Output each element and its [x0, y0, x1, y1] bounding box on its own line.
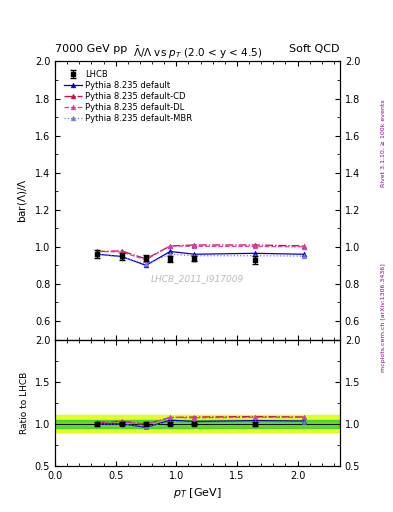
Pythia 8.235 default-CD: [192, 242, 197, 248]
Pythia 8.235 default-DL: [253, 243, 257, 249]
Pythia 8.235 default-CD: [168, 243, 173, 249]
Pythia 8.235 default-MBR: [168, 251, 173, 258]
Pythia 8.235 default: [143, 262, 148, 268]
Text: Rivet 3.1.10, ≥ 100k events: Rivet 3.1.10, ≥ 100k events: [381, 99, 386, 187]
Line: Pythia 8.235 default: Pythia 8.235 default: [95, 249, 306, 268]
Line: Pythia 8.235 default-DL: Pythia 8.235 default-DL: [95, 244, 306, 262]
Title: $\bar{\Lambda}/\Lambda$ vs $p_T$ (2.0 < y < 4.5): $\bar{\Lambda}/\Lambda$ vs $p_T$ (2.0 < …: [133, 45, 262, 61]
Pythia 8.235 default: [168, 248, 173, 254]
Pythia 8.235 default-CD: [253, 242, 257, 248]
Pythia 8.235 default-MBR: [143, 261, 148, 267]
Pythia 8.235 default-CD: [95, 248, 100, 254]
Line: Pythia 8.235 default-CD: Pythia 8.235 default-CD: [95, 243, 306, 261]
Pythia 8.235 default: [253, 250, 257, 257]
Y-axis label: Ratio to LHCB: Ratio to LHCB: [20, 372, 29, 434]
Pythia 8.235 default-MBR: [301, 253, 306, 259]
Pythia 8.235 default-MBR: [192, 252, 197, 259]
Pythia 8.235 default-DL: [143, 257, 148, 263]
Pythia 8.235 default-DL: [301, 244, 306, 250]
Pythia 8.235 default-CD: [301, 243, 306, 249]
Line: Pythia 8.235 default-MBR: Pythia 8.235 default-MBR: [95, 252, 306, 266]
Pythia 8.235 default: [119, 253, 124, 260]
Text: mcplots.cern.ch [arXiv:1306.3436]: mcplots.cern.ch [arXiv:1306.3436]: [381, 263, 386, 372]
Pythia 8.235 default-DL: [95, 248, 100, 254]
Pythia 8.235 default: [192, 251, 197, 258]
Text: LHCB_2011_I917009: LHCB_2011_I917009: [151, 274, 244, 283]
Pythia 8.235 default: [301, 251, 306, 258]
Bar: [55, 415, 340, 432]
X-axis label: $p_T$ [GeV]: $p_T$ [GeV]: [173, 486, 222, 500]
Legend: LHCB, Pythia 8.235 default, Pythia 8.235 default-CD, Pythia 8.235 default-DL, Py: LHCB, Pythia 8.235 default, Pythia 8.235…: [62, 69, 194, 125]
Pythia 8.235 default-MBR: [119, 254, 124, 260]
Pythia 8.235 default: [95, 251, 100, 258]
Pythia 8.235 default-DL: [119, 249, 124, 255]
Pythia 8.235 default-DL: [192, 243, 197, 249]
Pythia 8.235 default-MBR: [253, 252, 257, 259]
Pythia 8.235 default-DL: [168, 243, 173, 249]
Bar: [55, 419, 340, 428]
Pythia 8.235 default-CD: [143, 256, 148, 262]
Text: 7000 GeV pp: 7000 GeV pp: [55, 44, 127, 54]
Pythia 8.235 default-MBR: [95, 251, 100, 258]
Text: Soft QCD: Soft QCD: [290, 44, 340, 54]
Y-axis label: bar($\Lambda$)/$\Lambda$: bar($\Lambda$)/$\Lambda$: [16, 178, 29, 223]
Pythia 8.235 default-CD: [119, 248, 124, 254]
